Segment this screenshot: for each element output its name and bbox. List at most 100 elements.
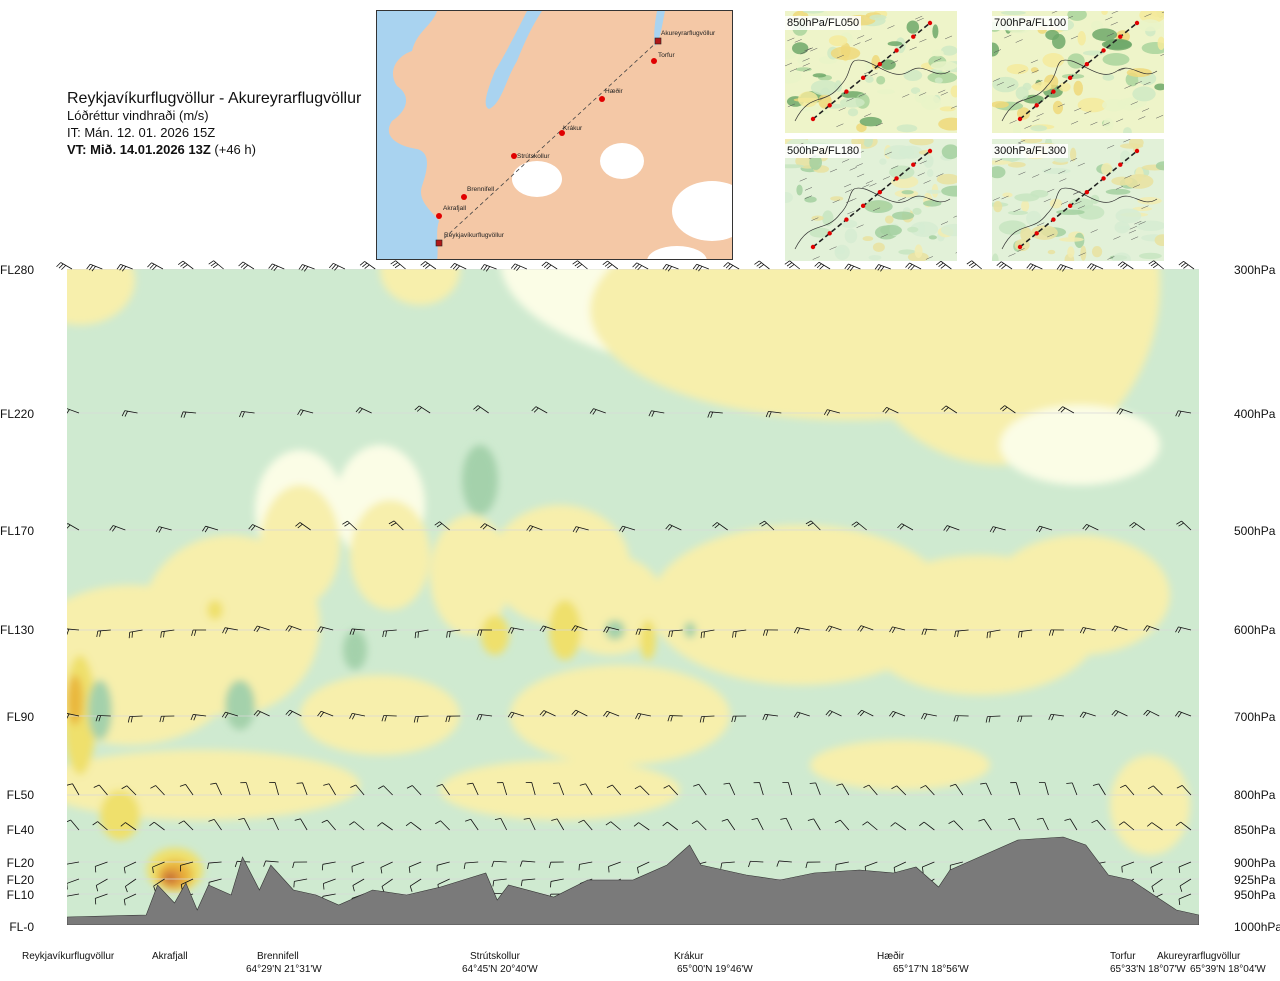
level-map-barb	[1032, 174, 1040, 178]
wind-barb-feather	[1114, 711, 1119, 717]
level-map-700: 700hPa/FL100	[992, 11, 1164, 133]
level-map-point	[860, 203, 866, 209]
wind-barb-shaft	[1151, 822, 1163, 831]
wind-barb-feather	[256, 711, 261, 717]
level-map-barb	[1051, 11, 1058, 14]
level-map-barb	[1155, 114, 1164, 119]
wind-barb-shaft	[436, 861, 450, 866]
wind-barb-shaft	[810, 520, 821, 531]
wind-barb-shaft	[922, 861, 935, 868]
wind-barb-feather	[637, 713, 642, 720]
wind-barb-shaft	[245, 782, 251, 796]
level-map-cell	[1021, 139, 1043, 144]
level-map-cell	[785, 50, 797, 60]
level-map-cell	[998, 220, 1027, 235]
wind-barb-feather	[152, 867, 154, 874]
hpa-label: 500hPa	[1234, 524, 1276, 538]
wind-barb-feather	[463, 862, 466, 869]
level-map-cell	[876, 89, 895, 95]
level-map-route	[812, 150, 931, 248]
velocity-cell	[510, 665, 730, 765]
level-map-barb	[1129, 226, 1137, 230]
wind-barb-feather	[807, 522, 814, 527]
wind-barb-shaft	[97, 821, 108, 831]
level-map-cell	[1069, 147, 1077, 162]
level-map-300-label: 300hPa/FL300	[992, 144, 1069, 158]
wind-barb-shaft	[289, 709, 302, 717]
level-map-point	[1101, 176, 1106, 181]
level-map-barb	[944, 35, 953, 40]
wind-barb-shaft	[529, 525, 543, 531]
location-coord: 65°39'N 18°04'W	[1190, 964, 1266, 975]
wind-barb-feather	[1001, 264, 1007, 270]
wind-barb-shaft	[727, 819, 736, 831]
wind-barb-shaft	[797, 711, 810, 717]
wind-barb-feather	[1119, 409, 1124, 415]
wind-barb-shaft	[892, 710, 906, 717]
wind-barb-shaft	[522, 860, 536, 863]
wind-barb-shaft	[90, 263, 103, 270]
fl-label: FL-0	[9, 920, 34, 934]
wind-barb-shaft	[60, 262, 73, 270]
wind-barb-feather	[819, 264, 825, 270]
level-map-cell	[1068, 198, 1094, 210]
wind-barb-feather	[479, 629, 483, 636]
wind-barb-shaft	[860, 625, 874, 631]
level-map-barb	[875, 122, 883, 127]
wind-barb-shaft	[827, 409, 840, 414]
wind-barb-shaft	[98, 784, 108, 796]
level-map-barb	[1015, 39, 1023, 43]
level-map-cell	[857, 139, 865, 146]
wind-barb-shaft	[241, 411, 255, 414]
wind-barb-shaft	[1178, 893, 1192, 900]
level-map-point	[911, 34, 916, 39]
level-map-point	[1134, 148, 1140, 154]
wind-barb-feather	[667, 715, 671, 722]
level-map-cell	[941, 185, 957, 197]
fl-label: FL40	[6, 823, 34, 837]
level-map-cell	[1123, 127, 1132, 133]
level-map-point	[1034, 103, 1039, 108]
level-map-barb	[1107, 256, 1115, 260]
wind-barb-feather	[541, 261, 547, 267]
velocity-cell	[810, 740, 990, 790]
wind-barb-shaft	[151, 262, 164, 270]
wind-barb-feather	[394, 263, 401, 269]
wind-barb-shaft	[923, 628, 937, 631]
velocity-cell	[990, 535, 1170, 655]
level-map-barb	[1077, 205, 1085, 209]
wind-barb-shaft	[410, 878, 422, 887]
level-map-cell	[841, 219, 858, 229]
level-map-cell	[1022, 82, 1032, 91]
wind-barb-feather	[210, 782, 217, 785]
wind-barb-feather	[667, 266, 673, 272]
wind-barb-shaft	[257, 710, 270, 717]
level-map-point	[1134, 20, 1140, 26]
wind-barb-feather	[571, 709, 577, 715]
wind-barb-shaft	[733, 629, 747, 633]
wind-barb-feather	[966, 260, 972, 265]
wind-barb-feather	[1092, 265, 1097, 271]
wind-barb-feather	[491, 861, 495, 868]
wind-barb-feather	[116, 264, 121, 270]
map-point-label: Akureyrarflugvöllur	[661, 30, 716, 37]
level-map-cell	[1101, 162, 1113, 176]
wind-barb-feather	[707, 411, 711, 418]
wind-barb-feather	[992, 527, 997, 533]
wind-barb-feather	[221, 711, 226, 718]
wind-barb-feather	[1150, 262, 1157, 267]
wind-barb-feather	[1152, 264, 1159, 269]
wind-barb-shaft	[257, 625, 270, 631]
wind-barb-shaft	[796, 627, 810, 631]
level-map-barb	[1130, 101, 1138, 105]
wind-barb-feather	[285, 625, 290, 631]
level-map-point	[1034, 231, 1039, 236]
hpa-label: 800hPa	[1234, 788, 1276, 802]
wind-barb-feather	[149, 263, 155, 269]
level-map-cell	[785, 164, 805, 169]
wind-barb-shaft	[1004, 405, 1016, 414]
wind-barb-feather	[124, 886, 128, 893]
velocity-cell	[1110, 755, 1190, 855]
wind-barb-shaft	[182, 260, 194, 270]
level-map-cell	[889, 165, 915, 180]
